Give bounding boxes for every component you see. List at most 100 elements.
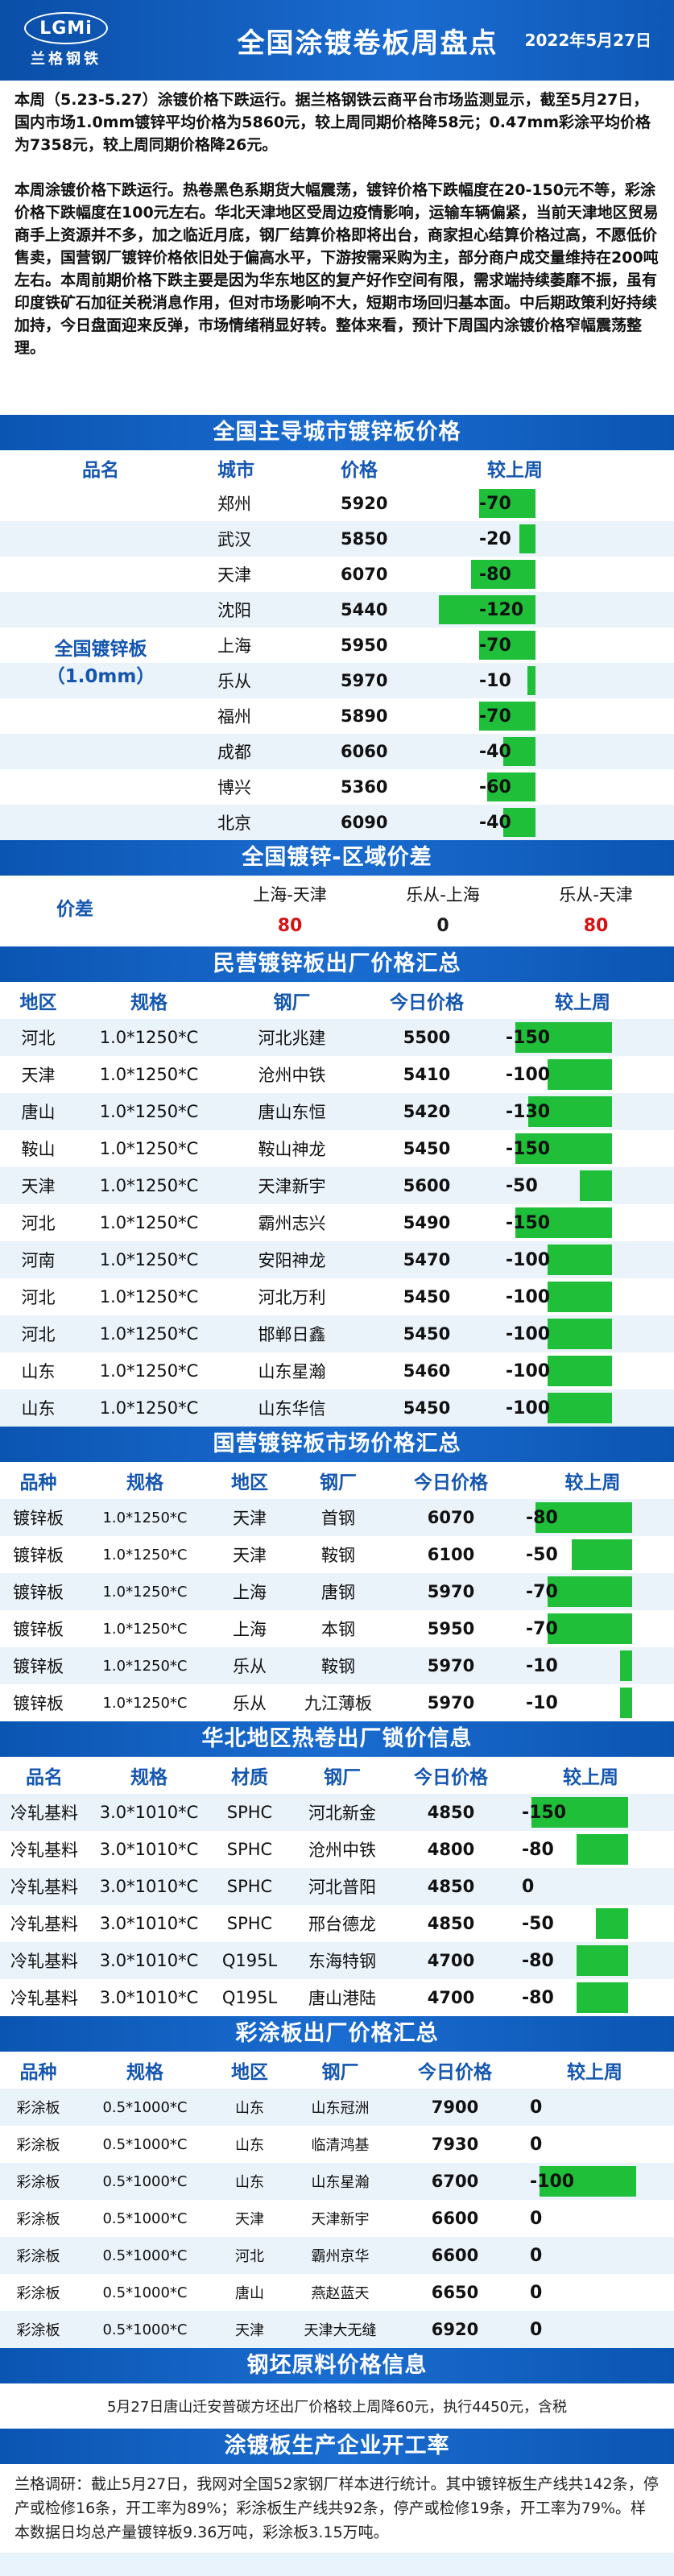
header-region: 地区 xyxy=(19,992,57,1013)
mill: 鞍钢 xyxy=(321,1546,355,1565)
mill: 霸州志兴 xyxy=(258,1214,326,1233)
city-price-table: 品名 城市 价格 较上周 全国镀锌板 （1.0mm） 郑州 5920 -70 武汉 58… xyxy=(0,450,674,840)
table-row: 山东 1.0*1250*C 山东星瀚 5460 -100 xyxy=(0,1352,674,1389)
change-bar xyxy=(479,702,535,731)
region: 山东 xyxy=(21,1399,56,1418)
section-title-billet: 钢坯原料价格信息 xyxy=(0,2348,674,2383)
header-change: 较上周 xyxy=(563,1767,618,1788)
table-row: 冷轧基料 3.0*1010*C SPHC 河北普阳 4850 0 xyxy=(0,1868,674,1905)
spread-value-2: 0 xyxy=(436,916,449,936)
change-bar xyxy=(540,2166,636,2197)
change-bar xyxy=(479,631,535,660)
spec: 1.0*1250*C xyxy=(102,1657,188,1675)
operating-rate-text: 兰格调研：截止5月27日，我网对全国52家钢厂样本进行统计。其中镀锌板生产线共1… xyxy=(14,2475,659,2541)
city-name: 沈阳 xyxy=(217,601,251,620)
change-cell: -80 xyxy=(507,1942,674,1979)
price-value: 6090 xyxy=(341,813,388,832)
table-row: 沈阳 5440 -120 xyxy=(0,592,674,627)
table-row: 天津 1.0*1250*C 天津新宇 5600 -50 xyxy=(0,1167,674,1204)
change-value: -150 xyxy=(506,1212,551,1233)
change-bar xyxy=(577,1982,628,2013)
kind: 彩涂板 xyxy=(16,2285,60,2302)
mill: 唐山港陆 xyxy=(308,1989,376,2008)
spec: 0.5*1000*C xyxy=(102,2247,188,2264)
change-value: -80 xyxy=(522,1839,554,1860)
change-cell: -80 xyxy=(455,557,674,592)
change-bar xyxy=(479,489,535,518)
change-value: -80 xyxy=(479,564,511,585)
change-value: 0 xyxy=(522,1876,535,1897)
change-bar xyxy=(548,1059,612,1090)
mill: 东海特钢 xyxy=(308,1952,376,1971)
change-cell: -100 xyxy=(491,1315,674,1352)
price: 5970 xyxy=(427,1582,475,1601)
price: 6650 xyxy=(431,2283,479,2302)
price-value: 6060 xyxy=(341,742,388,761)
billet-info: 5月27日唐山迁安普碳方坯出厂价格较上周降60元，执行4450元，含税 xyxy=(0,2383,674,2429)
section-title-hot-coil: 华北地区热卷出厂锁价信息 xyxy=(0,1721,674,1757)
price-value: 5890 xyxy=(341,706,388,726)
header-change: 较上周 xyxy=(564,1472,621,1493)
change-cell: -20 xyxy=(455,521,674,557)
table-row: 郑州 5920 -70 xyxy=(0,486,674,521)
price: 5950 xyxy=(427,1619,475,1638)
change-bar xyxy=(515,1207,612,1238)
change-cell: -80 xyxy=(507,1979,674,2016)
spec: 1.0*1250*C xyxy=(99,1250,199,1269)
change-cell: -10 xyxy=(511,1684,674,1721)
page-title: 全国涂镀卷板周盘点 xyxy=(237,27,498,60)
color-coated-table: 品种 规格 地区 钢厂 今日价格 较上周 彩涂板 0.5*1000*C 山东 山东冠洲 7900 0 彩… xyxy=(0,2052,674,2348)
change-value: 0 xyxy=(530,2245,543,2266)
mill: 沧州中铁 xyxy=(258,1066,326,1085)
price: 5600 xyxy=(403,1176,451,1195)
price: 4700 xyxy=(427,1951,475,1970)
spec: 0.5*1000*C xyxy=(102,2321,188,2338)
table-row: 镀锌板 1.0*1250*C 上海 唐钢 5970 -70 xyxy=(0,1573,674,1610)
table-row: 天津 6070 -80 xyxy=(0,557,674,592)
table-row: 彩涂板 0.5*1000*C 天津 天津新宇 6600 0 xyxy=(0,2200,674,2237)
table-row: 彩涂板 0.5*1000*C 唐山 燕赵蓝天 6650 0 xyxy=(0,2274,674,2311)
city-name: 北京 xyxy=(217,814,251,833)
change-value: 0 xyxy=(530,2282,543,2303)
price: 7900 xyxy=(431,2098,479,2117)
spec: 1.0*1250*C xyxy=(102,1620,188,1638)
change-cell: 0 xyxy=(515,2089,674,2126)
change-cell: -100 xyxy=(491,1056,674,1093)
spec: 1.0*1250*C xyxy=(99,1065,199,1084)
change-bar xyxy=(548,1576,632,1607)
change-value: 0 xyxy=(530,2097,543,2118)
change-bar xyxy=(548,1356,612,1386)
change-bar xyxy=(572,1539,632,1570)
spec: 1.0*1250*C xyxy=(99,1176,199,1195)
city-name: 博兴 xyxy=(217,778,251,797)
change-value: -80 xyxy=(522,1987,554,2008)
header-product: 品名 xyxy=(82,460,119,481)
region: 唐山 xyxy=(21,1103,56,1122)
logo: LGMi 兰格钢铁 xyxy=(19,6,113,74)
change-value: -70 xyxy=(526,1618,558,1639)
price: 5420 xyxy=(403,1102,451,1121)
mill: 天津新宇 xyxy=(258,1177,326,1196)
spec: 0.5*1000*C xyxy=(102,2135,188,2153)
mill: 首钢 xyxy=(321,1509,355,1528)
change-value: -130 xyxy=(506,1101,551,1122)
price: 5450 xyxy=(403,1398,451,1418)
spec: 3.0*1010*C xyxy=(99,1914,199,1933)
price: 6700 xyxy=(431,2172,479,2191)
header-region: 地区 xyxy=(231,2062,268,2083)
table-row: 镀锌板 1.0*1250*C 乐从 鞍钢 5970 -10 xyxy=(0,1647,674,1684)
mill: 唐山东恒 xyxy=(258,1103,326,1122)
region: 天津 xyxy=(233,1546,267,1565)
header-spec: 规格 xyxy=(126,1472,163,1493)
change-value: -10 xyxy=(526,1692,558,1713)
change-value: -100 xyxy=(530,2171,575,2192)
change-bar xyxy=(531,1797,628,1828)
operating-rate-info: 兰格调研：截止5月27日，我网对全国52家钢厂样本进行统计。其中镀锌板生产线共1… xyxy=(0,2464,674,2553)
mill: 安阳神龙 xyxy=(258,1251,326,1270)
header-price: 今日价格 xyxy=(414,1767,488,1788)
header-spec: 规格 xyxy=(126,2062,163,2083)
logo-text: 兰格钢铁 xyxy=(31,51,101,68)
spec: 1.0*1250*C xyxy=(99,1102,199,1121)
kind: 彩涂板 xyxy=(16,2248,60,2265)
